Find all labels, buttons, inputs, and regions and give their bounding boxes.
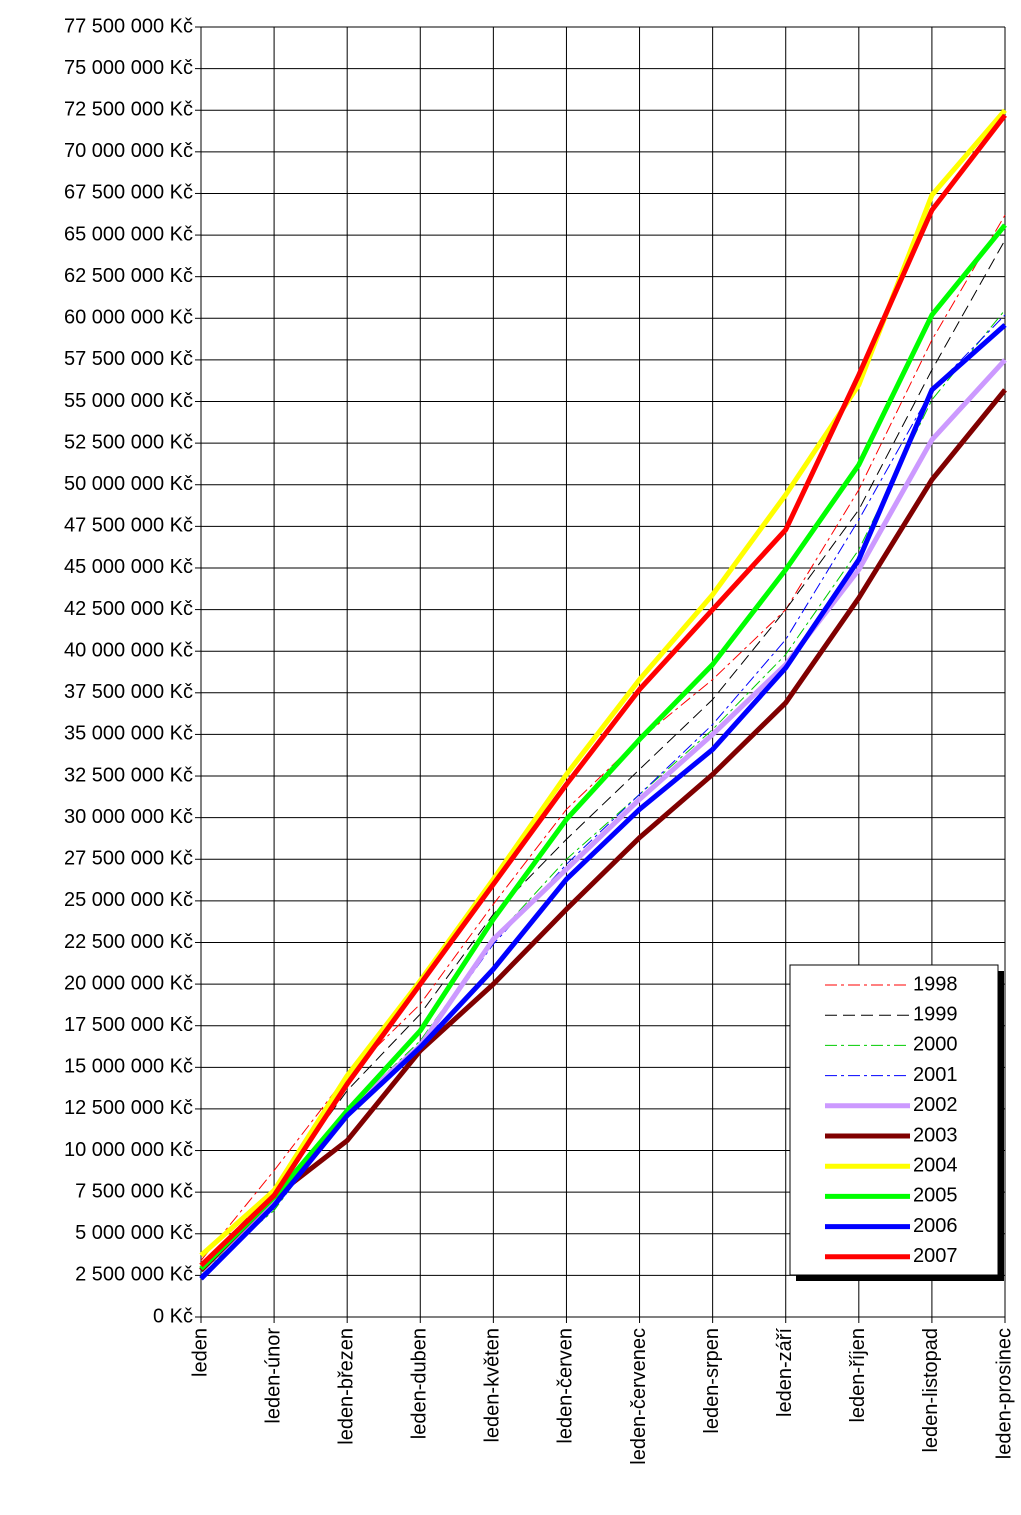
y-tick-label: 35 000 000 Kč	[64, 723, 193, 745]
y-tick-label: 65 000 000 Kč	[64, 223, 193, 245]
y-tick-label: 55 000 000 Kč	[64, 390, 193, 412]
series-line	[199, 323, 1007, 1281]
x-tick-label: leden-srpen	[701, 1328, 723, 1434]
x-tick-label: leden-březen	[335, 1328, 357, 1445]
y-tick-label: 52 500 000 Kč	[64, 431, 193, 453]
y-tick-label: 50 000 000 Kč	[64, 473, 193, 495]
x-tick-label: leden-květen	[482, 1328, 504, 1443]
legend-label: 2001	[913, 1064, 958, 1086]
legend-label: 1999	[913, 1003, 958, 1025]
y-tick-label: 22 500 000 Kč	[64, 931, 193, 953]
y-tick-label: 15 000 000 Kč	[64, 1056, 193, 1078]
y-tick-label: 42 500 000 Kč	[64, 598, 193, 620]
series-line	[200, 239, 1006, 1266]
y-tick-label: 45 000 000 Kč	[64, 556, 193, 578]
y-tick-label: 67 500 000 Kč	[64, 182, 193, 204]
x-tick-label: leden-říjen	[847, 1328, 869, 1423]
legend-label: 2000	[913, 1034, 958, 1056]
y-tick-label: 30 000 000 Kč	[64, 806, 193, 828]
y-tick-label: 20 000 000 Kč	[64, 972, 193, 994]
y-tick-label: 40 000 000 Kč	[64, 639, 193, 661]
y-tick-label: 32 500 000 Kč	[64, 764, 193, 786]
y-tick-label: 60 000 000 Kč	[64, 307, 193, 329]
y-tick-label: 27 500 000 Kč	[64, 848, 193, 870]
series-line	[200, 314, 1006, 1276]
series-line	[200, 309, 1006, 1273]
y-tick-label: 0 Kč	[153, 1305, 193, 1327]
legend-label: 1998	[913, 973, 958, 995]
y-tick-label: 12 500 000 Kč	[64, 1097, 193, 1119]
y-tick-label: 10 000 000 Kč	[64, 1139, 193, 1161]
x-tick-label: leden-únor	[262, 1328, 284, 1424]
legend	[789, 964, 999, 1276]
x-tick-label: leden-červenec	[628, 1328, 650, 1465]
series-line	[199, 223, 1007, 1271]
legend-label: 2006	[913, 1215, 958, 1237]
y-tick-label: 37 500 000 Kč	[64, 681, 193, 703]
legend-label: 2004	[913, 1154, 958, 1176]
y-tick-label: 57 500 000 Kč	[64, 348, 193, 370]
series-line	[199, 388, 1007, 1273]
y-tick-label: 25 000 000 Kč	[64, 889, 193, 911]
y-tick-label: 77 500 000 Kč	[64, 15, 193, 37]
legend-label: 2005	[913, 1185, 958, 1207]
legend-label: 2002	[913, 1094, 958, 1116]
x-tick-label: leden-prosinec	[993, 1328, 1015, 1459]
y-tick-label: 75 000 000 Kč	[64, 57, 193, 79]
y-tick-label: 62 500 000 Kč	[64, 265, 193, 287]
x-tick-label: leden-listopad	[920, 1328, 942, 1453]
y-tick-label: 7 500 000 Kč	[75, 1180, 193, 1202]
y-tick-label: 47 500 000 Kč	[64, 515, 193, 537]
x-tick-label: leden-duben	[409, 1328, 431, 1439]
legend-label: 2003	[913, 1124, 958, 1146]
y-tick-label: 70 000 000 Kč	[64, 140, 193, 162]
x-tick-label: leden-červen	[555, 1328, 577, 1444]
y-tick-label: 72 500 000 Kč	[64, 99, 193, 121]
series-line	[199, 113, 1007, 1268]
x-tick-label: leden-září	[774, 1328, 796, 1417]
legend-label: 2007	[913, 1245, 958, 1267]
y-tick-label: 5 000 000 Kč	[75, 1222, 193, 1244]
y-tick-label: 17 500 000 Kč	[64, 1014, 193, 1036]
y-tick-label: 2 500 000 Kč	[75, 1264, 193, 1286]
x-tick-label: leden	[189, 1328, 211, 1377]
